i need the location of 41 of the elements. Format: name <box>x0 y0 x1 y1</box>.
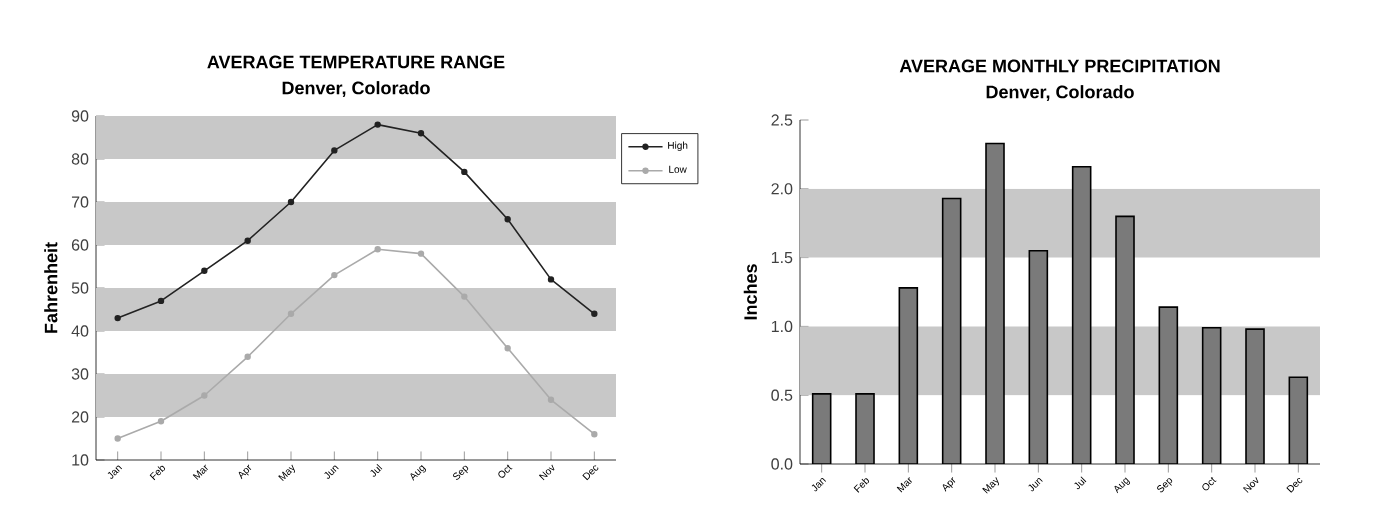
point <box>417 130 425 137</box>
y-axis-title: Fahrenheit <box>44 242 58 333</box>
chart-subtitle: Denver, Colorado <box>282 81 430 97</box>
y-tick-label: 60 <box>71 239 89 251</box>
point <box>374 121 381 128</box>
point <box>114 435 121 442</box>
point <box>591 310 598 317</box>
point <box>461 168 468 176</box>
point <box>287 198 295 206</box>
y-tick-label: 70 <box>71 196 89 208</box>
point <box>331 147 338 154</box>
y-tick-label: 1.0 <box>771 320 793 333</box>
y-tick-label: 0.5 <box>771 389 793 401</box>
y-tick-label: 2.0 <box>771 183 793 195</box>
point <box>244 237 251 244</box>
chart-subtitle: Denver, Colorado <box>986 85 1134 101</box>
point <box>157 297 165 305</box>
y-tick-label: 40 <box>71 325 89 337</box>
y-tick-label: 0.0 <box>771 458 793 470</box>
point <box>504 216 511 223</box>
point <box>114 314 121 322</box>
y-axis-title: Inches <box>743 264 757 320</box>
point <box>201 267 208 274</box>
point <box>157 418 165 425</box>
chart-title: AVERAGE TEMPERATURE RANGE <box>207 55 505 69</box>
y-tick-label: 1.5 <box>771 252 793 264</box>
y-tick-label: 30 <box>71 368 89 380</box>
point <box>374 246 381 253</box>
point <box>504 345 511 352</box>
point <box>547 276 555 283</box>
y-tick-label: 10 <box>72 454 89 466</box>
y-tick-label: 80 <box>71 153 89 165</box>
point <box>244 353 251 360</box>
y-tick-label: 20 <box>71 411 89 423</box>
y-tick-label: 2.5 <box>771 114 793 126</box>
y-tick-label: 50 <box>71 282 89 294</box>
point <box>331 271 338 279</box>
y-tick-label: 90 <box>71 110 89 122</box>
point <box>591 431 598 438</box>
point <box>417 250 425 257</box>
chart-title: AVERAGE MONTHLY PRECIPITATION <box>899 59 1220 73</box>
